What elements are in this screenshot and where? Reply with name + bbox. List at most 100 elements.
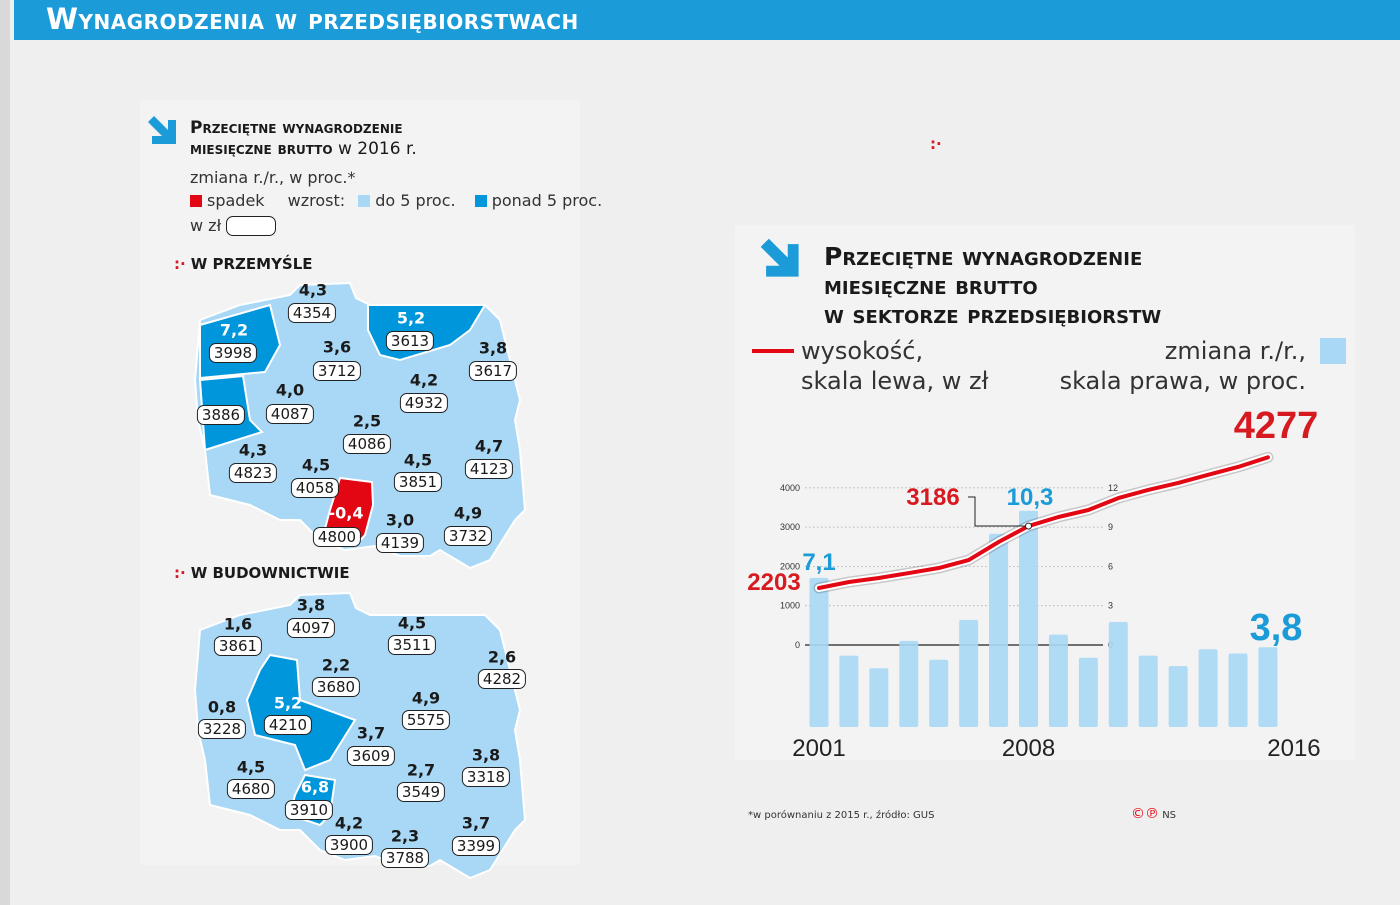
bar [809, 577, 829, 727]
region-change: 5,2 [273, 693, 303, 713]
region-salary: 5575 [401, 710, 451, 730]
region-change: 2,5 [352, 411, 382, 431]
region-salary: 4354 [287, 303, 337, 323]
decline-swatch [190, 195, 202, 207]
left-tick-label: 0 [795, 640, 800, 650]
bar [1168, 666, 1188, 727]
salary-line [817, 455, 1270, 590]
region-change: 3,8 [296, 595, 326, 615]
up-to-5-swatch [358, 195, 371, 207]
region-salary: 3228 [197, 719, 247, 739]
arrow-icon [148, 116, 176, 144]
bar [929, 659, 949, 727]
region-change: 4,5 [403, 450, 433, 470]
region-salary: 3788 [380, 848, 430, 868]
region-salary: 3910 [284, 800, 334, 820]
region-change: 4,9 [453, 503, 483, 523]
region-change: -0,4 [328, 503, 364, 523]
bar-legend: zmiana r./r., skala prawa, w proc. [1059, 337, 1306, 395]
region-salary: 3900 [324, 835, 374, 855]
region-change: 5,2 [396, 308, 426, 328]
region-salary: 3549 [396, 782, 446, 802]
industry-map [193, 281, 527, 570]
left-tick-label: 1000 [780, 601, 800, 611]
map-legend: spadek wzrost: do 5 proc. ponad 5 proc. [190, 191, 602, 210]
region-change: 4,3 [298, 280, 328, 300]
left-strip [0, 0, 10, 905]
bar [959, 619, 979, 727]
region-change: 3,7 [356, 723, 386, 743]
industry-heading: :· W PRZEMYŚLE [174, 255, 313, 273]
region-salary: 4282 [477, 669, 527, 689]
line-legend-swatch [752, 349, 794, 353]
region-salary: 3318 [461, 767, 511, 787]
left-title: Przeciętne wynagrodzenie miesięczne brutt… [190, 118, 417, 159]
right-tick-label: 9 [1108, 522, 1113, 532]
region-salary: 3886 [196, 405, 246, 425]
data-label: 10,3 [1007, 484, 1054, 511]
left-subtitle: zmiana r./r., w proc.* [190, 168, 356, 187]
region-change: 4,9 [411, 688, 441, 708]
region-change: 4,5 [236, 757, 266, 777]
region-salary: 3609 [346, 746, 396, 766]
region-change: 3,6 [322, 337, 352, 357]
left-tick-label: 2000 [780, 561, 800, 571]
data-label: 2203 [747, 569, 800, 596]
decorative-dots: :· [930, 135, 942, 153]
bar [1138, 655, 1158, 727]
region-change: 0,8 [207, 697, 237, 717]
region-salary: 3617 [468, 361, 518, 381]
right-tick-label: 3 [1108, 601, 1113, 611]
region-change: 3,8 [471, 745, 501, 765]
footnote: *w porównaniu z 2015 r., źródło: GUS [748, 810, 935, 821]
over-5-swatch [474, 195, 487, 207]
bar [1048, 634, 1068, 727]
region-salary: 4823 [228, 463, 278, 483]
line-legend: wysokość, skala lewa, w zł [801, 337, 989, 395]
callout-line [968, 496, 1029, 527]
region-change: 7,2 [219, 320, 249, 340]
region-change: 4,0 [275, 380, 305, 400]
arrow-icon [760, 238, 799, 277]
bar [1019, 510, 1039, 727]
region-salary: 4123 [464, 459, 514, 479]
region-change: 2,6 [487, 647, 517, 667]
region-salary: 4086 [342, 434, 392, 454]
region-salary: 4087 [265, 404, 315, 424]
region-change: 3,8 [478, 338, 508, 358]
region-change: 6,8 [300, 777, 330, 797]
bar [839, 655, 859, 727]
region-salary: 4139 [375, 533, 425, 553]
data-label: 3,8 [1250, 607, 1303, 649]
region-salary: 4800 [312, 527, 362, 547]
region-change: 4,7 [474, 436, 504, 456]
bar [869, 668, 889, 727]
region-salary: 4680 [226, 779, 276, 799]
region-salary: 3680 [311, 677, 361, 697]
region-salary: 3998 [208, 343, 258, 363]
region-salary: 3861 [213, 636, 263, 656]
region-change: 4,5 [301, 455, 331, 475]
region-change: 4,2 [334, 813, 364, 833]
page-title: Wynagrodzenia w przedsiębiorstwach [46, 2, 579, 36]
region-change: 2,2 [321, 655, 351, 675]
bar [1258, 647, 1278, 727]
region-salary: 3732 [443, 526, 493, 546]
x-tick-label: 2001 [792, 735, 845, 762]
right-panel [735, 225, 1355, 760]
region-salary: 4058 [290, 478, 340, 498]
left-tick-label: 4000 [780, 483, 800, 493]
region-salary: 3851 [393, 472, 443, 492]
salary-box-sample [226, 216, 277, 236]
x-tick-label: 2016 [1267, 735, 1320, 762]
data-label: 4277 [1234, 405, 1319, 447]
data-label: 7,1 [802, 549, 835, 576]
bar-legend-swatch [1320, 338, 1346, 364]
region-salary: 3399 [451, 836, 501, 856]
bar [989, 533, 1009, 727]
data-label: 3186 [906, 484, 959, 511]
region-change: 4,3 [238, 440, 268, 460]
region-salary: 3712 [312, 361, 362, 381]
region-change: 2,3 [390, 826, 420, 846]
